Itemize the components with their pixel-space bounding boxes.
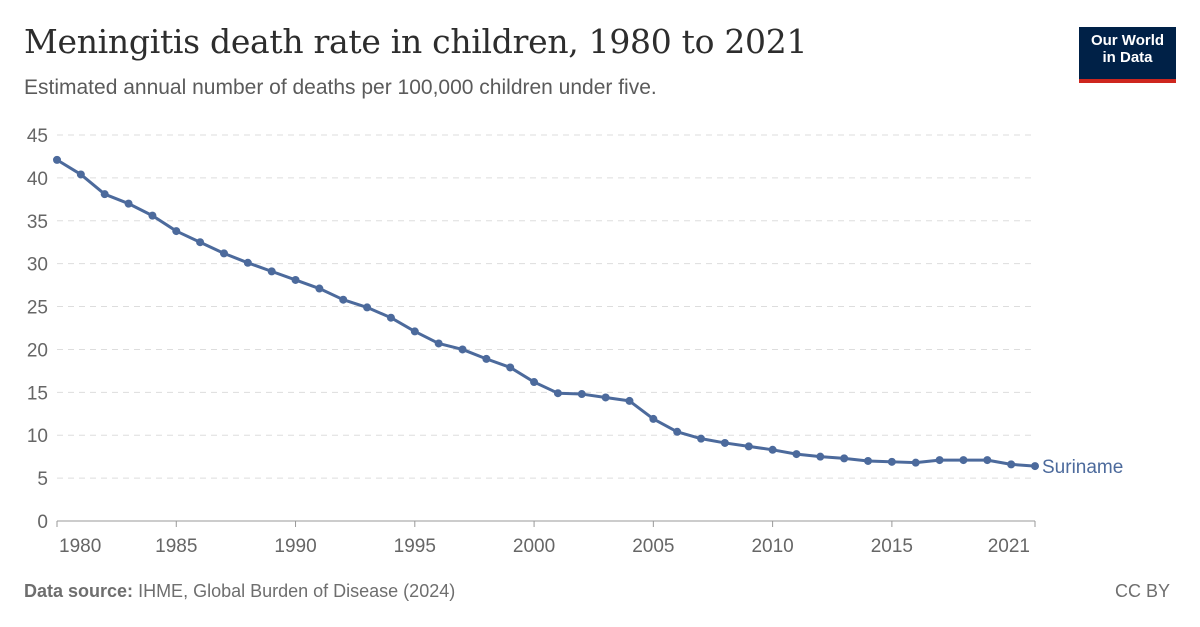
y-tick-label: 30 (27, 255, 48, 276)
data-source-text[interactable]: IHME, Global Burden of Disease (2024) (138, 581, 456, 601)
chart-title: Meningitis death rate in children, 1980 … (24, 22, 808, 61)
data-point[interactable] (935, 456, 944, 465)
data-point[interactable] (625, 396, 634, 405)
x-tick-label: 2010 (751, 536, 793, 557)
data-point[interactable] (100, 190, 109, 199)
x-tick-label: 1980 (59, 536, 101, 557)
series-line[interactable] (56, 158, 1036, 468)
data-point[interactable] (601, 393, 610, 402)
y-tick-label: 35 (27, 212, 48, 233)
data-point[interactable] (410, 327, 419, 336)
data-point[interactable] (816, 452, 825, 461)
data-point[interactable] (458, 345, 467, 354)
data-point[interactable] (506, 363, 515, 372)
y-tick-label: 20 (27, 340, 48, 361)
data-point[interactable] (1007, 460, 1016, 469)
x-axis: 1980 1985 1990 1995 2000 2005 2010 2015 2021 (56, 520, 1036, 557)
y-tick-label: 15 (27, 383, 48, 404)
data-point[interactable] (76, 170, 85, 179)
series-group: Suriname (53, 155, 1123, 478)
chart-subtitle: Estimated annual number of deaths per 10… (24, 76, 657, 99)
x-tick-label: 2021 (988, 536, 1030, 557)
x-tick-label: 1990 (274, 536, 316, 557)
x-tick-label: 2000 (513, 536, 555, 557)
data-point[interactable] (649, 414, 658, 423)
data-point[interactable] (363, 303, 372, 312)
data-point[interactable] (840, 454, 849, 463)
data-point[interactable] (887, 457, 896, 466)
y-axis-ticks: 0 5 10 15 20 25 30 35 40 45 (27, 126, 48, 533)
data-point[interactable] (983, 456, 992, 465)
data-point[interactable] (219, 249, 228, 258)
data-point[interactable] (959, 456, 968, 465)
data-point[interactable] (148, 211, 157, 220)
x-tick-label: 1995 (394, 536, 436, 557)
data-point[interactable] (243, 258, 252, 267)
license-link[interactable]: CC BY (1114, 581, 1170, 601)
data-point[interactable] (124, 199, 133, 208)
data-point[interactable] (482, 354, 491, 363)
y-tick-label: 45 (27, 126, 48, 147)
series-label[interactable]: Suriname (1042, 457, 1123, 478)
data-source-label: Data source: (24, 581, 134, 601)
x-tick-label: 1985 (155, 536, 197, 557)
data-point[interactable] (792, 450, 801, 459)
data-point[interactable] (673, 427, 682, 436)
y-tick-label: 40 (27, 169, 48, 190)
y-tick-label: 0 (37, 512, 48, 533)
y-tick-label: 5 (37, 469, 48, 490)
data-point[interactable] (196, 238, 205, 247)
data-point[interactable] (697, 434, 706, 443)
x-tick-label: 2015 (871, 536, 913, 557)
data-point[interactable] (1031, 462, 1039, 471)
logo-line-2: in Data (1102, 49, 1153, 66)
x-tick-label: 2005 (632, 536, 674, 557)
y-tick-label: 25 (27, 298, 48, 319)
data-point[interactable] (768, 445, 777, 454)
data-point[interactable] (386, 313, 395, 322)
data-point[interactable] (911, 458, 920, 467)
data-point[interactable] (267, 267, 276, 276)
owid-logo[interactable]: Our World in Data (1079, 27, 1176, 83)
data-point[interactable] (553, 389, 562, 398)
data-point[interactable] (720, 438, 729, 447)
data-source: Data source: IHME, Global Burden of Dise… (24, 581, 455, 602)
data-point[interactable] (291, 275, 300, 284)
data-point[interactable] (434, 339, 443, 348)
data-point[interactable] (744, 442, 753, 451)
data-point[interactable] (53, 155, 61, 164)
logo-line-1: Our World (1090, 32, 1165, 49)
y-tick-label: 10 (27, 426, 48, 447)
data-point[interactable] (172, 227, 181, 236)
data-point[interactable] (339, 295, 348, 304)
data-point[interactable] (864, 456, 873, 465)
data-point[interactable] (530, 378, 539, 387)
data-point[interactable] (577, 390, 586, 399)
data-point[interactable] (315, 284, 324, 293)
grid-lines (57, 134, 1035, 479)
